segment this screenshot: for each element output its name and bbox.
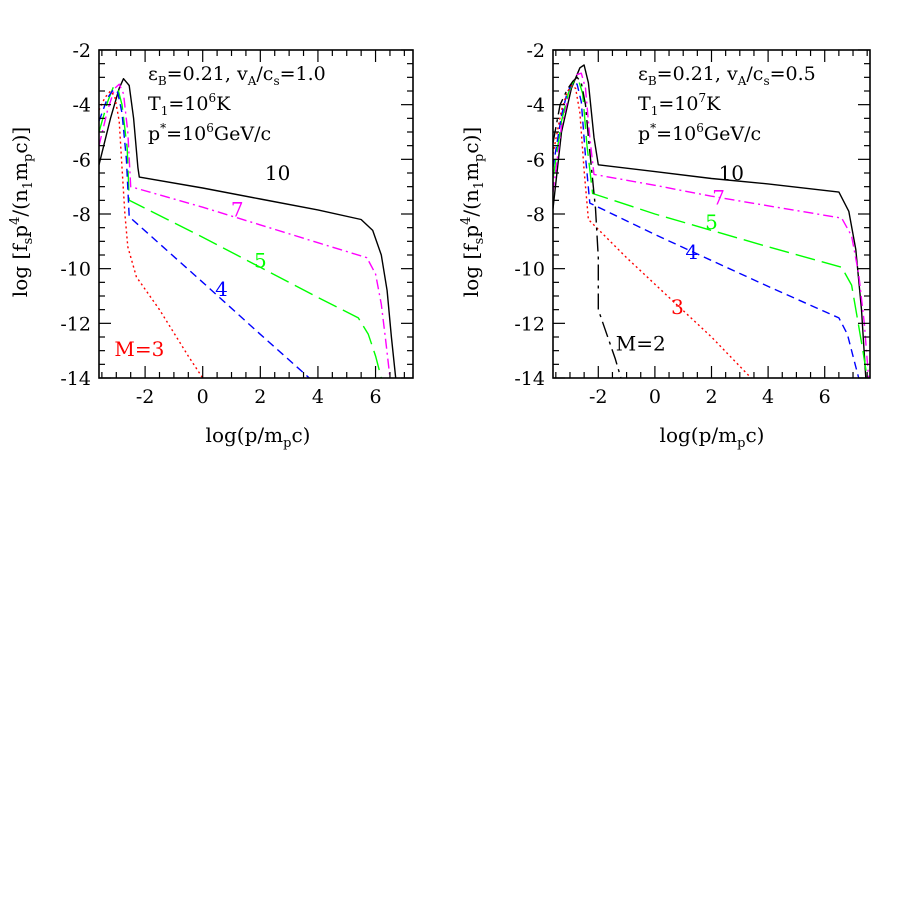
- left-curve-label-10: 10: [265, 161, 290, 185]
- right-curve-label-7: 7: [712, 185, 725, 209]
- right-y-axis-title: log [fsp4/(n1mpc)]: [459, 127, 487, 297]
- right-series-m-2: [553, 76, 622, 378]
- right-y-tick-label: -8: [526, 204, 545, 226]
- right-curve-label-5: 5: [705, 210, 718, 234]
- left-annotation-line2: T1=106K: [148, 91, 231, 118]
- left-series-m-3: [99, 90, 204, 378]
- left-curve-label-7: 7: [231, 198, 244, 222]
- left-y-tick-label: -14: [60, 368, 91, 390]
- left-x-tick-label: 6: [370, 386, 382, 408]
- left-x-tick-label: 0: [197, 386, 209, 408]
- left-ticks: [99, 49, 413, 379]
- left-series-5: [99, 86, 382, 378]
- right-x-axis-title: log(p/mpc): [660, 423, 765, 451]
- right-y-tick-label: -12: [514, 313, 545, 335]
- right-x-tick-label: 4: [762, 386, 774, 408]
- left-y-tick-label: -12: [60, 313, 91, 335]
- left-tick-labels: -2 0 2 4 6 -2 -4 -6 -8 -10 -12 -14: [60, 40, 381, 408]
- right-y-tick-label: -14: [514, 368, 545, 390]
- left-y-tick-label: -4: [72, 95, 91, 117]
- left-x-axis-title: log(p/mpc): [206, 423, 311, 451]
- right-y-tick-label: -2: [526, 40, 545, 62]
- right-annotation-line1: εB=0.21, vA/cs=0.5: [638, 63, 816, 88]
- left-series-7: [99, 83, 391, 378]
- left-x-tick-label: 4: [312, 386, 324, 408]
- right-curve-label-4: 4: [685, 240, 698, 264]
- left-y-tick-label: -2: [72, 40, 91, 62]
- right-y-tick-label: -4: [526, 95, 545, 117]
- left-x-tick-label: -2: [136, 386, 155, 408]
- right-y-tick-label: -6: [526, 149, 545, 171]
- left-curve-labels: 10 7 5 4 M=3: [114, 161, 290, 361]
- left-y-tick-label: -6: [72, 149, 91, 171]
- right-plot-frame: [552, 49, 871, 379]
- left-curves: [99, 77, 397, 378]
- right-curves: [553, 64, 870, 378]
- right-curve-label-m-2: M=2: [616, 332, 666, 356]
- right-x-tick-label: 2: [705, 386, 717, 408]
- right-tick-labels: -2 0 2 4 6 -2 -4 -6 -8 -10 -12 -14: [514, 40, 830, 408]
- left-annotation-line1: εB=0.21, vA/cs=1.0: [148, 63, 326, 88]
- left-curve-label-m-3: M=3: [114, 337, 164, 361]
- right-x-tick-label: -2: [589, 386, 608, 408]
- left-y-tick-label: -10: [60, 259, 91, 281]
- right-series-3: [553, 84, 752, 378]
- left-curve-label-5: 5: [254, 248, 267, 272]
- right-curve-label-10: 10: [719, 161, 744, 185]
- right-annotation-line3: p*=106GeV/c: [638, 121, 761, 145]
- right-ticks: [553, 49, 870, 379]
- left-plot-frame: [98, 49, 414, 379]
- left-series-4: [99, 88, 310, 378]
- right-x-tick-label: 6: [819, 386, 831, 408]
- left-x-tick-label: 2: [254, 386, 266, 408]
- right-x-tick-label: 0: [649, 386, 661, 408]
- left-y-tick-label: -8: [72, 204, 91, 226]
- left-panel: -2 0 2 4 6 -2 -4 -6 -8 -10 -12 -14 10 7 5 4 M=3 εB=0.21…: [8, 40, 414, 451]
- right-curve-label-3: 3: [671, 295, 684, 319]
- right-y-tick-label: -10: [514, 259, 545, 281]
- left-series-10: [99, 77, 397, 378]
- left-annotation-line3: p*=106GeV/c: [148, 121, 271, 145]
- left-y-axis-title: log [fsp4/(n1mpc)]: [8, 127, 36, 297]
- right-annotation-line2: T1=107K: [638, 91, 721, 118]
- left-curve-label-4: 4: [215, 277, 228, 301]
